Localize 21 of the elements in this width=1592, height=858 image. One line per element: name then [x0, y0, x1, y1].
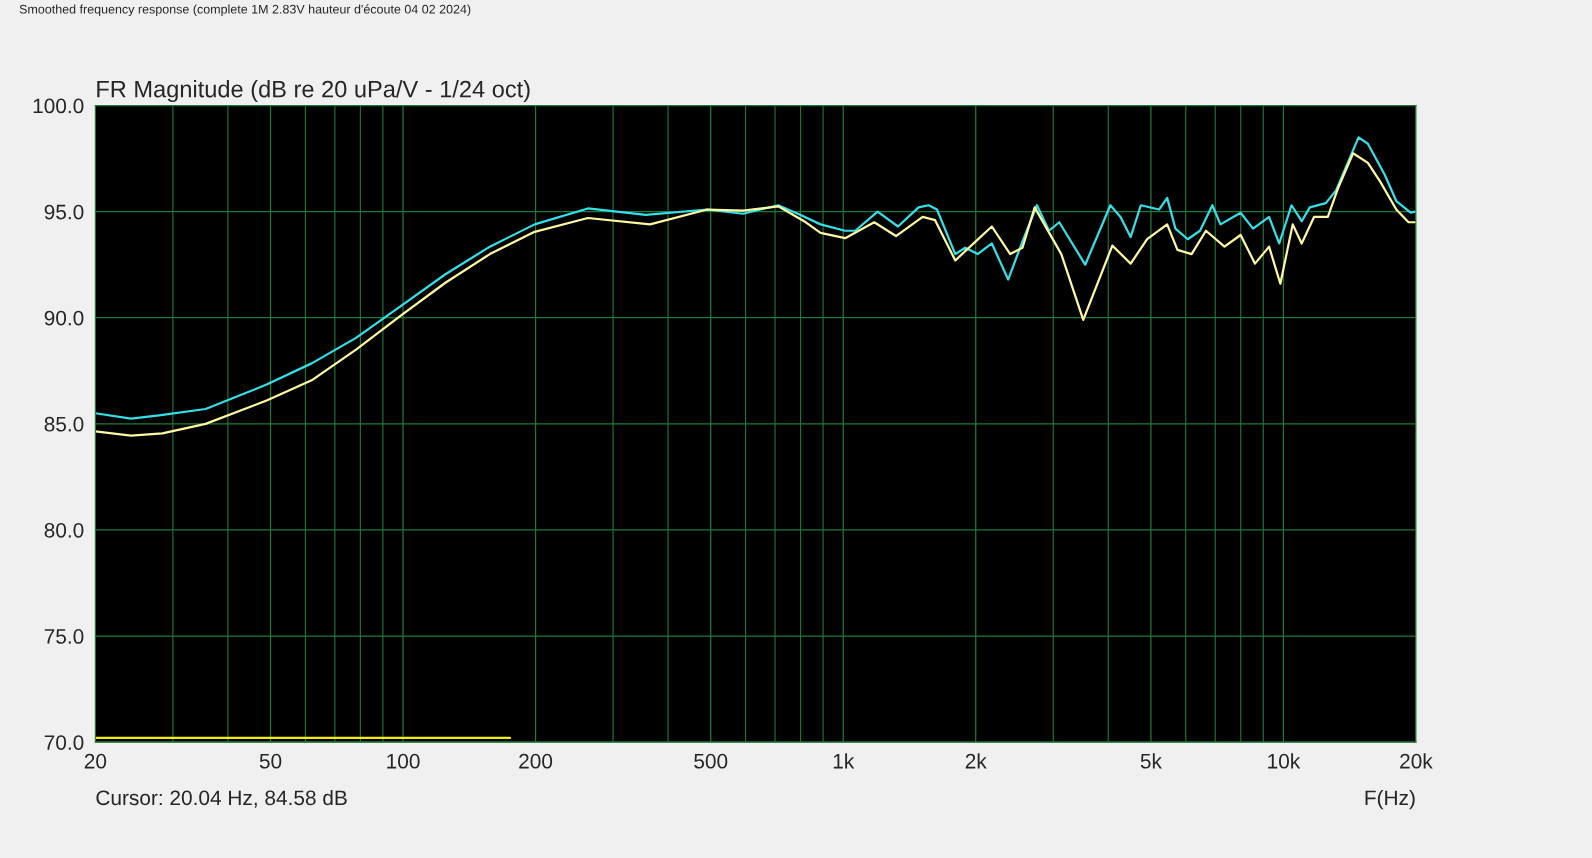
y-tick-label: 70.0 — [44, 735, 84, 750]
x-tick-label: 20k — [1400, 753, 1433, 769]
y-tick-label: 95.0 — [44, 204, 84, 220]
x-tick-label: 100 — [387, 753, 420, 769]
chart-title: FR Magnitude (dB re 20 uPa/V - 1/24 oct) — [97, 80, 530, 103]
y-tick-label: 100.0 — [33, 98, 84, 114]
x-tick-label: 500 — [694, 753, 728, 769]
x-tick-label: 50 — [259, 753, 282, 769]
x-tick-label: 1k — [833, 753, 855, 769]
y-tick-label: 90.0 — [44, 310, 84, 326]
y-tick-label: 80.0 — [44, 522, 84, 538]
x-tick-label: 20 — [84, 753, 107, 769]
y-tick-label: 75.0 — [44, 629, 84, 644]
y-tick-label: 85.0 — [44, 416, 84, 432]
x-tick-label: 200 — [519, 753, 553, 769]
text: Smoothed frequency response (complete 1M 2.83V hauteur d'écoute 04 02 2024) — [19, 4, 471, 17]
text: Cursor: 20.04 Hz, 84.58 dB — [96, 789, 347, 808]
x-tick-label: 5k — [1140, 753, 1162, 769]
x-axis-title: F(Hz) — [1365, 789, 1415, 810]
x-tick-label: 10k — [1268, 753, 1301, 769]
x-tick-label: 2k — [965, 753, 987, 769]
